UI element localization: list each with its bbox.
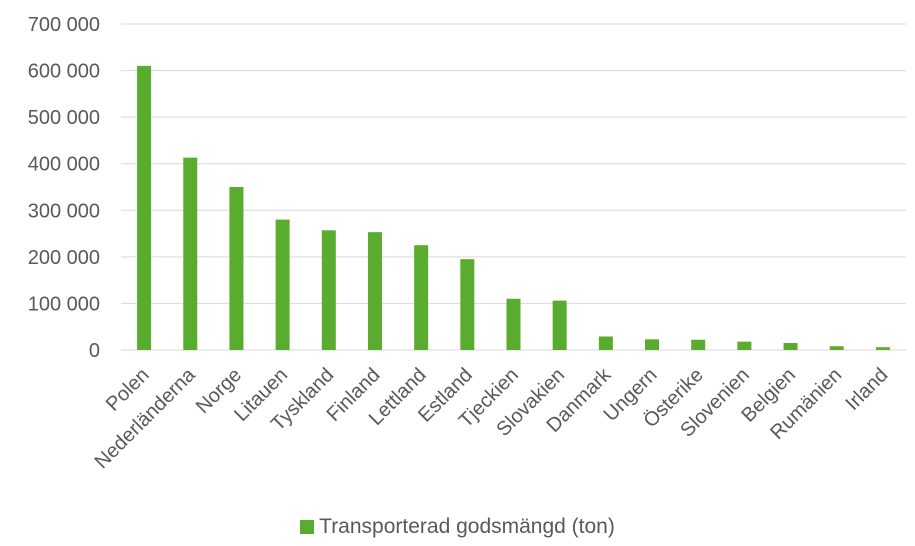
y-tick-label: 300 000 <box>28 200 100 222</box>
bar <box>275 219 290 350</box>
bar <box>875 347 890 350</box>
bar <box>367 232 382 350</box>
bar <box>506 298 521 350</box>
bar <box>229 187 244 350</box>
gridlines <box>121 23 906 351</box>
y-tick-label: 500 000 <box>28 107 100 129</box>
bar <box>829 346 844 350</box>
bars <box>137 65 890 351</box>
bar <box>645 339 660 350</box>
x-category-label: Irland <box>842 364 893 415</box>
bar <box>414 245 429 350</box>
bar <box>552 300 567 350</box>
bar <box>460 259 475 350</box>
legend: Transporterad godsmängd (ton) <box>0 515 915 539</box>
bar <box>598 336 613 350</box>
bar <box>321 230 336 350</box>
y-tick-label: 600 000 <box>28 61 100 83</box>
y-tick-label: 0 <box>89 340 100 362</box>
y-tick-label: 400 000 <box>28 154 100 176</box>
legend-label: Transporterad godsmängd (ton) <box>319 515 615 538</box>
x-axis: PolenNederländernaNorgeLitauenTysklandFi… <box>91 363 893 473</box>
bar <box>783 343 798 350</box>
bar <box>183 157 198 350</box>
bar <box>691 339 706 350</box>
y-tick-label: 700 000 <box>28 14 100 36</box>
bar <box>137 65 152 351</box>
y-tick-label: 200 000 <box>28 247 100 269</box>
legend-swatch <box>300 520 315 534</box>
y-tick-label: 100 000 <box>28 293 100 315</box>
y-axis: 0 100 000 200 000 300 000 400 000 500 000 600 … <box>28 14 100 362</box>
bar <box>737 341 752 350</box>
